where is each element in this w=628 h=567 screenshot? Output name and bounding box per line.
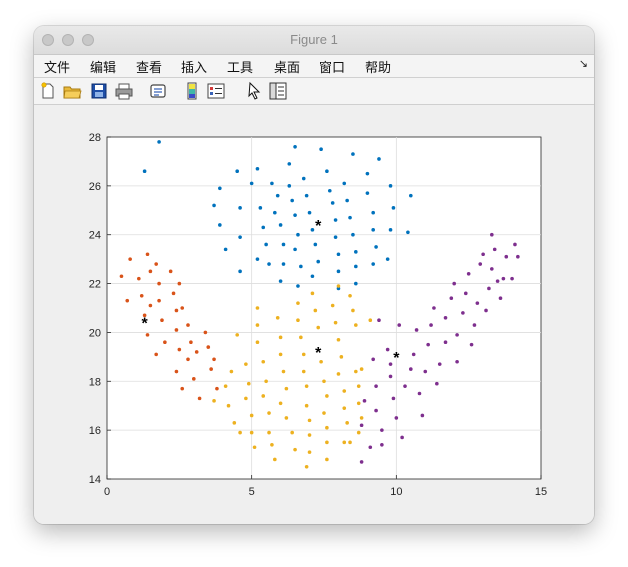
menu-window[interactable]: 窗口 [319,61,346,76]
link-icon[interactable] [148,81,168,101]
new-figure-icon[interactable] [38,81,58,101]
save-icon[interactable] [89,81,109,101]
colorbar-icon[interactable] [182,81,202,101]
toolbar [34,78,594,105]
menu-insert[interactable]: 插入 [181,61,208,76]
property-editor-icon[interactable] [268,81,288,101]
title-bar[interactable]: Figure 1 [34,26,594,55]
zoom-window-button[interactable] [82,34,94,46]
menu-edit[interactable]: 编辑 [90,61,117,76]
legend-icon[interactable] [206,81,226,101]
minimize-window-button[interactable] [62,34,74,46]
open-file-icon[interactable] [62,81,82,101]
menu-view[interactable]: 查看 [136,61,163,76]
close-window-button[interactable] [42,34,54,46]
menu-tools[interactable]: 工具 [227,61,254,76]
window-title: Figure 1 [290,32,338,47]
menu-help[interactable]: 帮助 [365,61,392,76]
dock-arrow-icon[interactable]: ↘ [578,57,588,70]
menu-bar: 文件 编辑 查看 插入 工具 桌面 窗口 帮助 ↘ [34,55,594,78]
pointer-icon[interactable] [244,81,264,101]
menu-desktop[interactable]: 桌面 [274,61,301,76]
menu-file[interactable]: 文件 [44,61,71,76]
print-icon[interactable] [114,81,134,101]
figure-window: Figure 1 文件 编辑 查看 插入 工具 桌面 窗口 帮助 ↘ [34,26,594,524]
figure-canvas [34,105,594,524]
